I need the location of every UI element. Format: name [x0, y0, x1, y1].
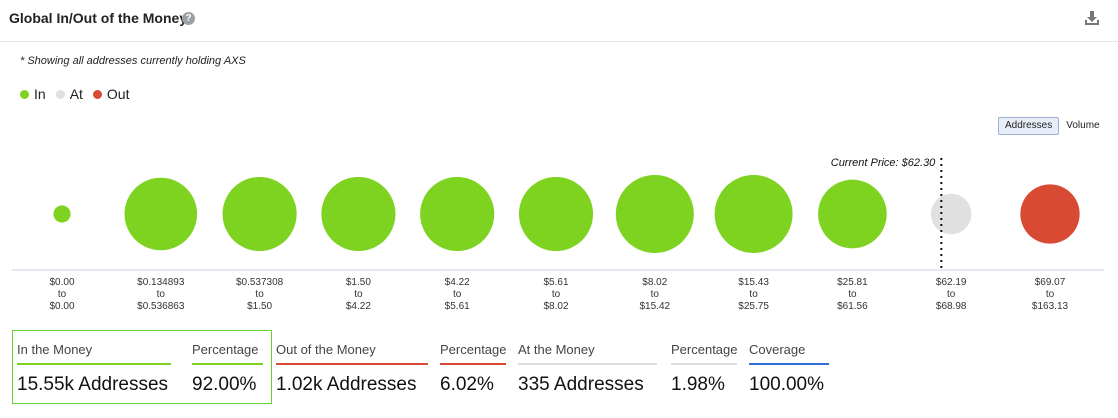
- legend-item-out[interactable]: Out: [92, 86, 130, 102]
- bubble-at[interactable]: [930, 193, 972, 235]
- holding-note: * Showing all addresses currently holdin…: [20, 55, 246, 67]
- current-price-label: Current Price: $62.30: [831, 157, 936, 169]
- stat-value: 1.98%: [671, 374, 725, 395]
- tick-label-from: $8.02: [642, 277, 667, 288]
- addresses-toggle-button[interactable]: Addresses: [998, 117, 1060, 135]
- stat-in-the-money: In the Money 15.55k Addresses: [17, 342, 171, 396]
- in-the-money-highlight: [12, 330, 272, 404]
- download-icon[interactable]: [1084, 10, 1100, 26]
- stats-row: In the Money 15.55k Addresses Percentage…: [0, 330, 1118, 406]
- tick-label-to-word: to: [749, 289, 758, 300]
- stat-label: Percentage: [440, 342, 507, 365]
- tick-label-to-word: to: [848, 289, 857, 300]
- tick-label-from: $5.61: [543, 277, 568, 288]
- tick-label-to-word: to: [552, 289, 561, 300]
- tick-label-to: $15.42: [640, 301, 671, 312]
- stat-out-of-the-money: Out of the Money 1.02k Addresses: [276, 342, 428, 396]
- tick-label-to-word: to: [1046, 289, 1055, 300]
- tick-label-to-word: to: [255, 289, 264, 300]
- tick-label-to: $163.13: [1032, 301, 1069, 312]
- tick-label-from: $1.50: [346, 277, 371, 288]
- tick-label-to: $5.61: [445, 301, 470, 312]
- tick-label-to-word: to: [157, 289, 166, 300]
- tick-label-from: $4.22: [445, 277, 470, 288]
- bubble-in[interactable]: [124, 177, 198, 251]
- stat-label: At the Money: [518, 342, 657, 365]
- volume-toggle-button[interactable]: Volume: [1059, 117, 1107, 135]
- bubble-in[interactable]: [321, 176, 396, 252]
- stat-at-the-money: At the Money 335 Addresses: [518, 342, 657, 396]
- tick-label-to-word: to: [58, 289, 67, 300]
- bubble-in[interactable]: [615, 175, 694, 253]
- page-title: Global In/Out of the Money: [9, 10, 188, 26]
- tick-label-to: $68.98: [936, 301, 967, 312]
- bubble-in[interactable]: [518, 176, 594, 252]
- stat-coverage: Coverage 100.00%: [749, 342, 829, 396]
- stat-at-percentage: Percentage 1.98%: [671, 342, 738, 396]
- stat-value: 92.00%: [192, 374, 257, 395]
- tick-label-from: $0.00: [49, 277, 74, 288]
- legend-item-at[interactable]: At: [55, 86, 83, 102]
- bubble-in[interactable]: [714, 175, 793, 253]
- bubble-in[interactable]: [818, 179, 887, 249]
- tick-label-to: $1.50: [247, 301, 272, 312]
- stat-label: Percentage: [192, 342, 263, 365]
- tick-label-to: $4.22: [346, 301, 371, 312]
- tick-label-from: $25.81: [837, 277, 868, 288]
- tick-label-to: $8.02: [543, 301, 568, 312]
- tick-label-to-word: to: [354, 289, 363, 300]
- stat-label: Out of the Money: [276, 342, 428, 365]
- legend-label-at: At: [69, 86, 83, 102]
- tick-label-to-word: to: [651, 289, 660, 300]
- legend: In At Out: [20, 86, 140, 102]
- tick-label-to-word: to: [947, 289, 956, 300]
- tick-label-to: $0.00: [49, 301, 74, 312]
- bubble-in[interactable]: [53, 205, 71, 223]
- bubble-in[interactable]: [420, 176, 495, 252]
- stat-value: 15.55k Addresses: [17, 374, 169, 395]
- stat-out-percentage: Percentage 6.02%: [440, 342, 507, 396]
- stat-value: 100.00%: [749, 374, 825, 395]
- bubble-chart: $0.00to$0.00$0.134893to$0.536863$0.53730…: [12, 157, 1104, 312]
- tick-label-from: $15.43: [738, 277, 769, 288]
- header: Global In/Out of the Money ?: [0, 0, 1118, 42]
- tick-label-to-word: to: [453, 289, 462, 300]
- bubble-in[interactable]: [222, 176, 297, 252]
- bubble-out[interactable]: [1020, 184, 1080, 244]
- tick-label-to: $61.56: [837, 301, 868, 312]
- metric-toggle: Addresses Volume: [998, 117, 1107, 135]
- stat-label: Coverage: [749, 342, 829, 365]
- stat-in-percentage: Percentage 92.00%: [192, 342, 263, 396]
- legend-label-out: Out: [106, 86, 130, 102]
- tick-label-to: $0.536863: [137, 301, 185, 312]
- tick-label-from: $62.19: [936, 277, 967, 288]
- tick-label-from: $69.07: [1035, 277, 1066, 288]
- tick-label-to: $25.75: [738, 301, 769, 312]
- stat-value: 335 Addresses: [518, 374, 644, 395]
- tick-label-from: $0.537308: [236, 277, 284, 288]
- stat-label: In the Money: [17, 342, 171, 365]
- tick-label-from: $0.134893: [137, 277, 185, 288]
- stat-label: Percentage: [671, 342, 738, 365]
- stat-value: 1.02k Addresses: [276, 374, 417, 395]
- stat-value: 6.02%: [440, 374, 494, 395]
- legend-dot-out: [92, 89, 102, 99]
- legend-dot-in: [20, 89, 29, 99]
- legend-item-in[interactable]: In: [20, 86, 46, 102]
- legend-label-in: In: [34, 86, 46, 102]
- legend-dot-at: [55, 89, 65, 99]
- help-icon[interactable]: ?: [182, 12, 195, 25]
